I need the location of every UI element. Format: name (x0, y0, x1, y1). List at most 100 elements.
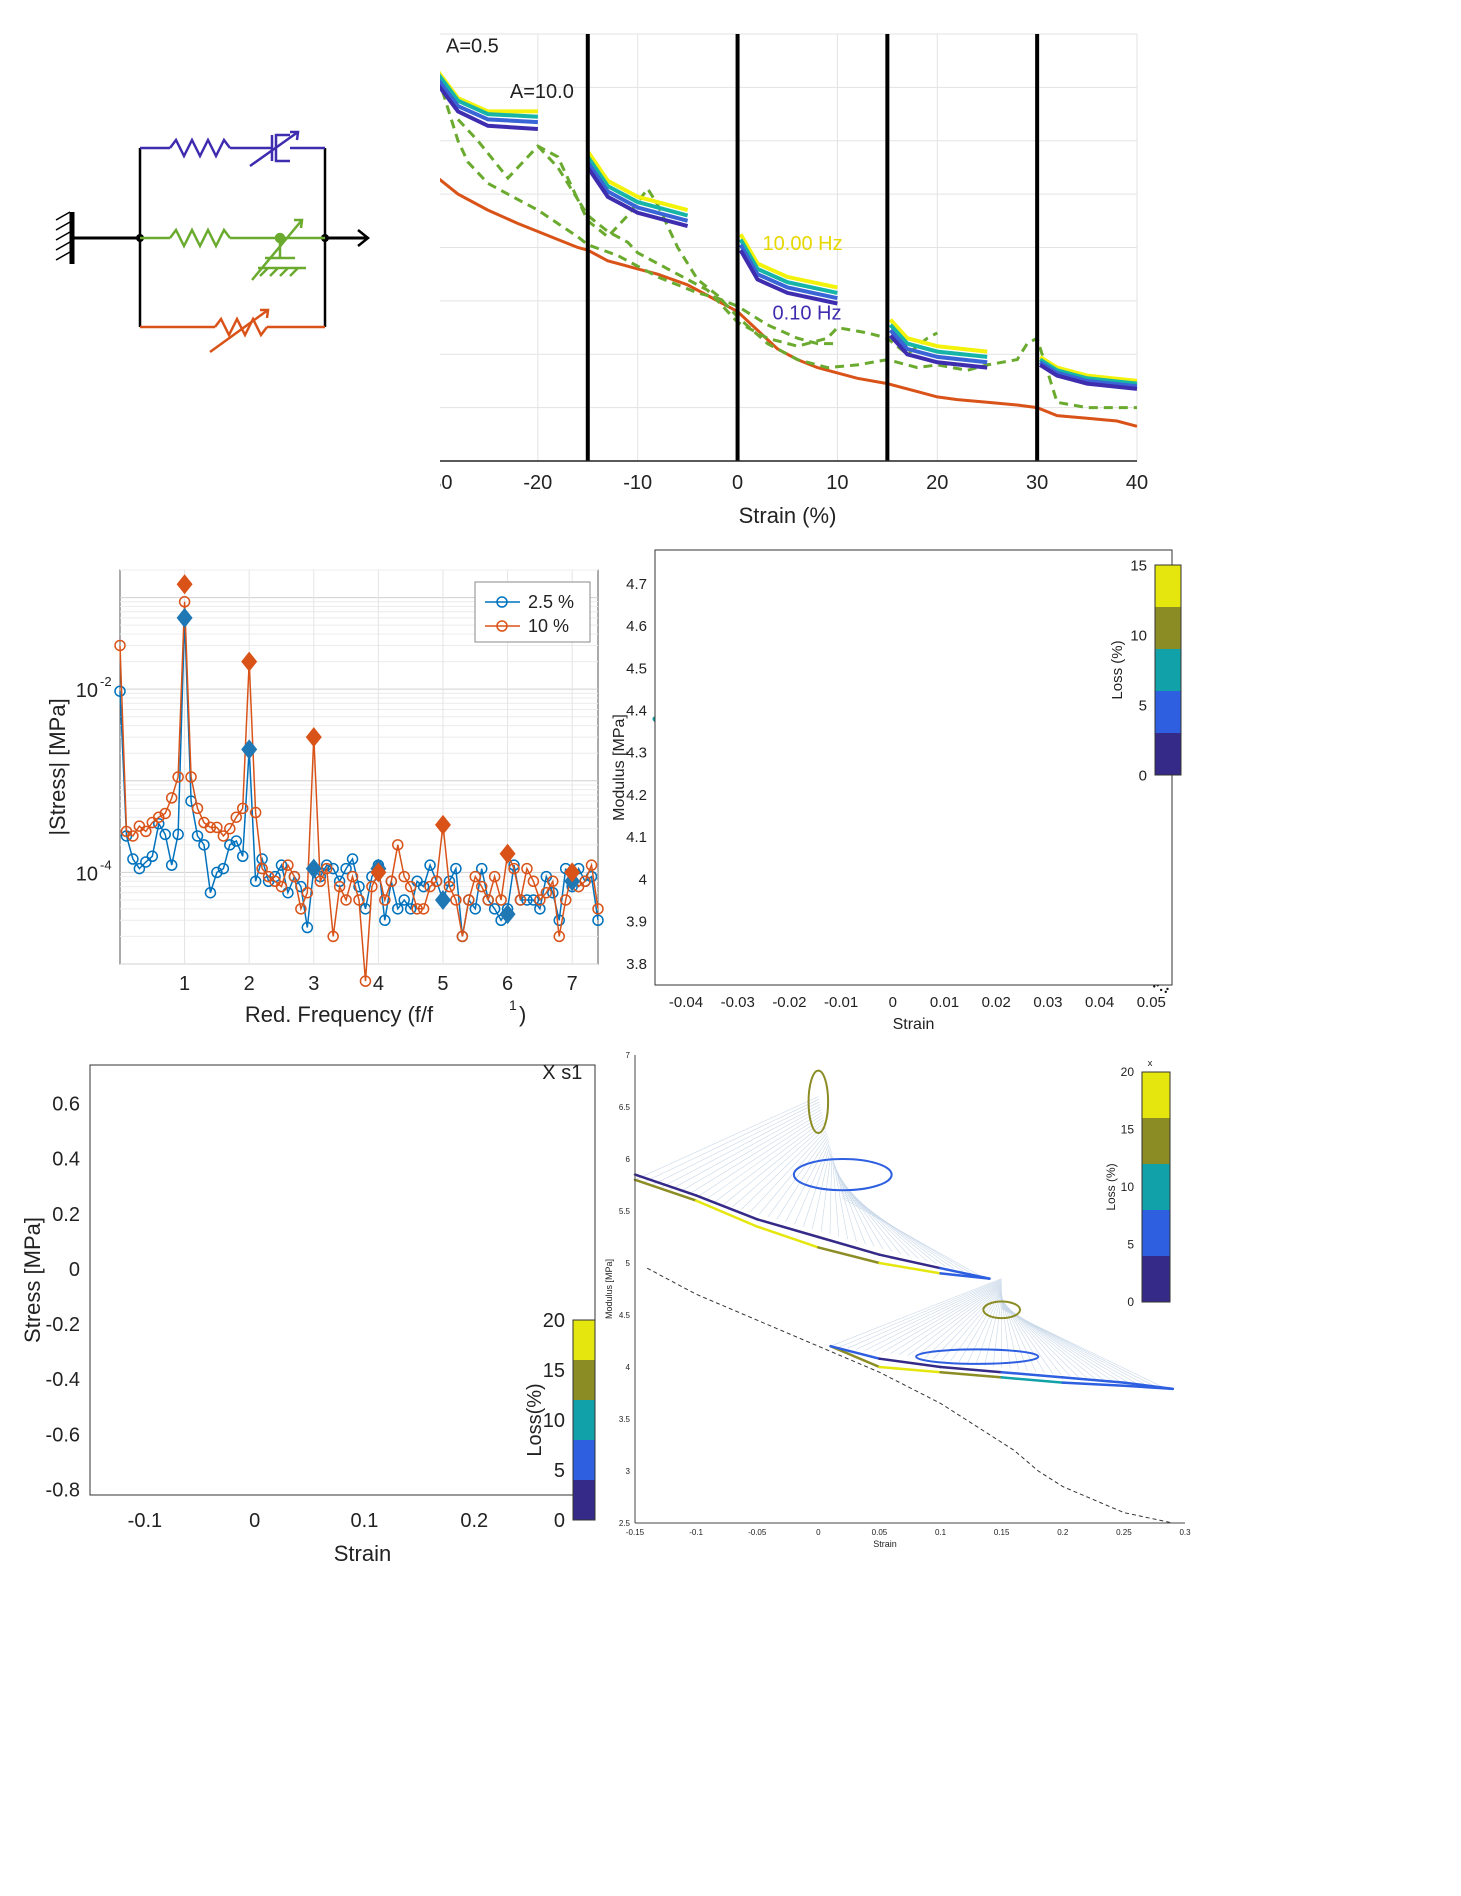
series-line (1039, 360, 1138, 389)
mesh-line (749, 1130, 827, 1213)
y-tick-label: 4.3 (626, 745, 647, 762)
x-axis-label-superscript: 1 (509, 997, 517, 1013)
data-point (249, 806, 262, 819)
x-axis-label: Strain (334, 1541, 391, 1566)
fit-line (646, 1267, 1173, 1524)
data-point (204, 821, 217, 834)
mesh-line (714, 1119, 825, 1203)
data-point (327, 862, 339, 875)
y-tick-label: 4.2 (626, 787, 647, 804)
data-point (198, 839, 210, 851)
data-point (592, 914, 604, 927)
y-axis-label: Stress [MPa] (20, 1217, 45, 1343)
y-tick-label: 6 (626, 1155, 631, 1164)
mesh-line (661, 1104, 821, 1188)
legend-marker (496, 620, 508, 632)
colorbar-band (1142, 1118, 1170, 1164)
loop-curve (633, 1173, 698, 1197)
data-point (224, 839, 236, 851)
colorbar-band (1142, 1072, 1170, 1118)
x-tick-label: 0.2 (460, 1510, 488, 1532)
colorbar-tick-label: 5 (1127, 1238, 1134, 1252)
scatter-point (1164, 990, 1167, 994)
data-point (547, 886, 559, 899)
mesh-line (832, 1158, 848, 1240)
data-point (521, 894, 533, 906)
data-point (559, 894, 572, 906)
y-tick-label: 0.6 (52, 1094, 80, 1116)
loop-curve (792, 1158, 893, 1192)
data-point (165, 792, 178, 804)
peak-marker (241, 739, 258, 760)
mesh-line (833, 1164, 866, 1245)
data-point (398, 894, 410, 906)
y-tick-label: 5 (626, 1259, 631, 1268)
mesh-line (643, 1098, 820, 1183)
series-line (1039, 357, 1138, 386)
y-tick-label: -0.4 (46, 1369, 80, 1391)
y-tick-label: 6.5 (619, 1103, 631, 1112)
series-line (738, 233, 838, 290)
x-tick-label: 40 (1126, 472, 1148, 494)
mesh-line (634, 1096, 819, 1181)
data-point (585, 859, 598, 871)
mesh-line (652, 1101, 820, 1186)
series-line (738, 238, 838, 295)
data-point (211, 866, 223, 879)
mesh-line (847, 1279, 1002, 1349)
data-point (450, 862, 462, 875)
circuit-diagram (55, 130, 370, 354)
peak-marker (370, 862, 387, 883)
y-tick-label: 3 (626, 1467, 631, 1476)
mesh-line (924, 1286, 1002, 1359)
colorbar-band (1155, 607, 1181, 649)
data-point (592, 903, 604, 915)
y-tick-label: -0.8 (46, 1479, 80, 1501)
mesh-line (1001, 1308, 1165, 1389)
y-tick-label: 3.9 (626, 914, 647, 931)
x-tick-label: 0 (889, 994, 897, 1011)
data-point (288, 870, 301, 883)
colorbar-band (1142, 1256, 1170, 1302)
data-point (314, 875, 326, 888)
colorbar-band (1142, 1210, 1170, 1256)
series-line (738, 243, 838, 301)
series-line (536, 145, 1137, 410)
mesh-line (794, 1143, 830, 1225)
series-line (440, 78, 539, 125)
colorbar-tick-label: 0 (1127, 1295, 1134, 1309)
mesh-line (732, 1124, 826, 1208)
colorbar-tick-label: 20 (1121, 1065, 1135, 1079)
y-tick-label: 4 (626, 1363, 631, 1372)
wall-icon (55, 211, 75, 264)
data-point (217, 862, 230, 875)
peak-marker (305, 858, 322, 879)
legend-marker (496, 596, 508, 608)
x-tick-label: 3 (308, 973, 319, 995)
y-tick-label: 4.5 (626, 660, 647, 677)
series-line (888, 323, 988, 359)
x-tick-label: -0.15 (626, 1528, 645, 1537)
mesh-line (830, 1278, 1002, 1347)
colorbar-label: Loss (%) (1109, 640, 1126, 699)
data-point (114, 639, 126, 652)
data-point (411, 903, 423, 915)
data-point (282, 859, 294, 871)
data-point (398, 870, 410, 883)
colorbar-band (1155, 565, 1181, 607)
colorbar-tick-label: 10 (1130, 627, 1147, 644)
series-line (440, 84, 539, 131)
y-tick-label: 10 (76, 863, 98, 885)
colorbar-frame (1154, 564, 1182, 776)
peak-marker (434, 814, 451, 835)
loop-curve (1061, 1381, 1126, 1387)
data-point (392, 839, 404, 851)
y-tick-label: 4.4 (626, 702, 647, 719)
mesh-line (915, 1286, 1002, 1358)
peak-marker (176, 574, 193, 595)
colorbar-tick-label: 10 (543, 1410, 565, 1432)
data-point (443, 880, 456, 893)
mesh-line (837, 1179, 919, 1260)
data-point (547, 875, 559, 888)
